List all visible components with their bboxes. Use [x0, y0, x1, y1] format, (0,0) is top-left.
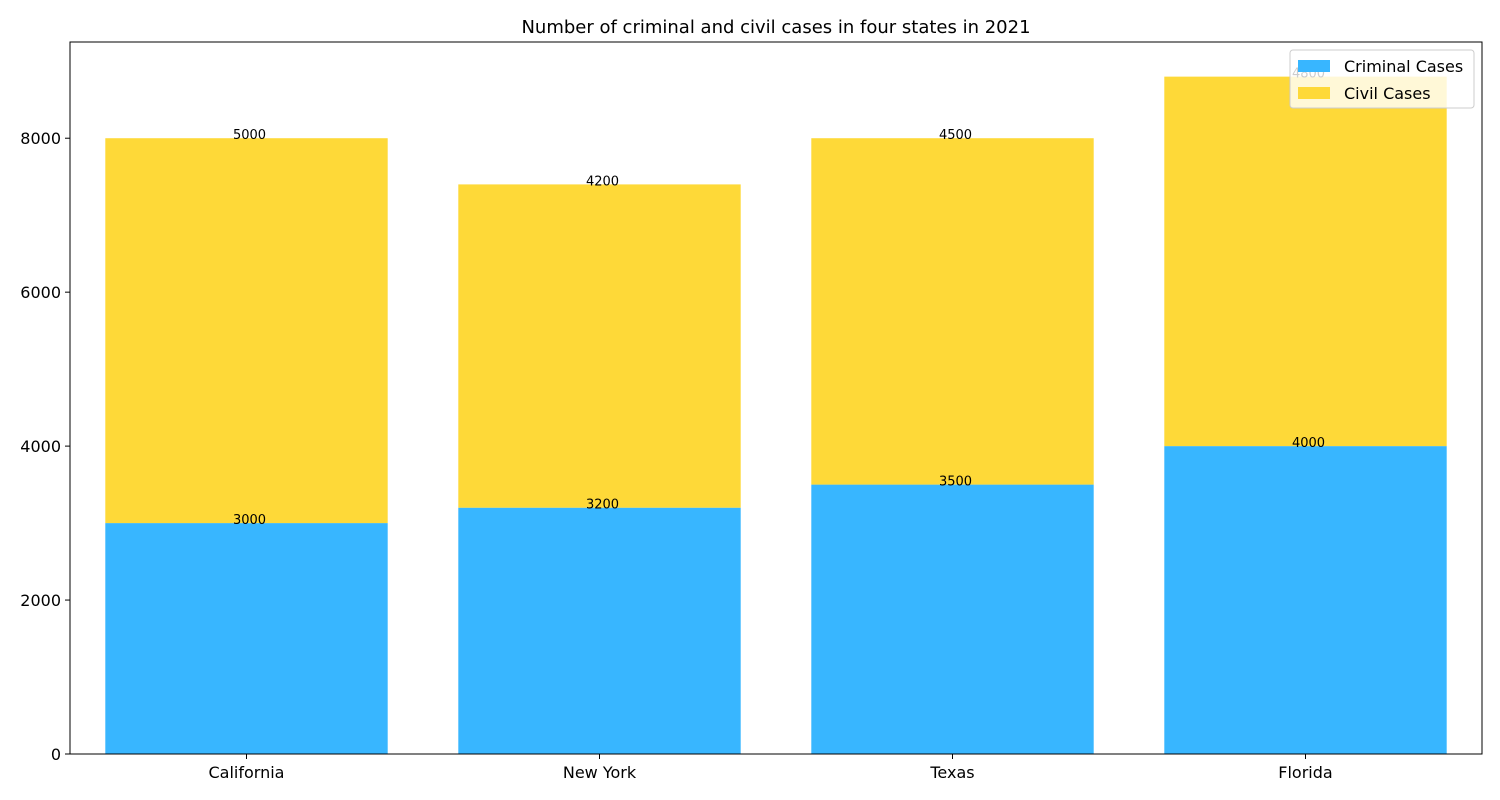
x-tick-label: California — [209, 763, 285, 782]
y-tick-label: 0 — [51, 745, 61, 764]
plot-frame — [69, 41, 1483, 755]
data-label-civil-cases-new-york: 4200 — [586, 174, 619, 189]
legend-label: Criminal Cases — [1344, 57, 1463, 76]
legend: Criminal Cases Civil Cases — [1289, 49, 1475, 109]
bar-criminal-cases-texas — [811, 484, 1094, 754]
data-label-criminal-cases-california: 3000 — [233, 513, 266, 528]
y-tick-label: 4000 — [20, 437, 61, 456]
bar-civil-cases-california — [105, 138, 388, 524]
data-label-civil-cases-california: 5000 — [233, 128, 266, 143]
legend-swatch — [1298, 60, 1330, 72]
bar-civil-cases-new-york — [458, 184, 741, 508]
bar-criminal-cases-florida — [1164, 446, 1447, 754]
legend-label: Civil Cases — [1344, 84, 1431, 103]
bar-civil-cases-texas — [811, 138, 1094, 485]
bar-criminal-cases-new-york — [458, 507, 741, 754]
x-tick-label: New York — [563, 763, 637, 782]
bar-criminal-cases-california — [105, 523, 388, 754]
x-tick-label: Texas — [929, 763, 974, 782]
legend-swatch — [1298, 87, 1330, 99]
axes-layer: California New York Texas Florida 0 2000 4000 6… — [20, 41, 1483, 782]
x-tick-label: Florida — [1278, 763, 1332, 782]
data-label-criminal-cases-texas: 3500 — [939, 475, 972, 490]
data-label-criminal-cases-new-york: 3200 — [586, 498, 619, 513]
chart-title: Number of criminal and civil cases in fo… — [521, 17, 1030, 38]
data-label-criminal-cases-florida: 4000 — [1292, 436, 1325, 451]
data-label-civil-cases-texas: 4500 — [939, 128, 972, 143]
bar-civil-cases-florida — [1164, 76, 1447, 447]
y-tick-label: 2000 — [20, 591, 61, 610]
y-tick-label: 6000 — [20, 283, 61, 302]
bars-layer — [105, 76, 1447, 754]
y-tick-label: 8000 — [20, 129, 61, 148]
legend-box — [1289, 49, 1475, 109]
